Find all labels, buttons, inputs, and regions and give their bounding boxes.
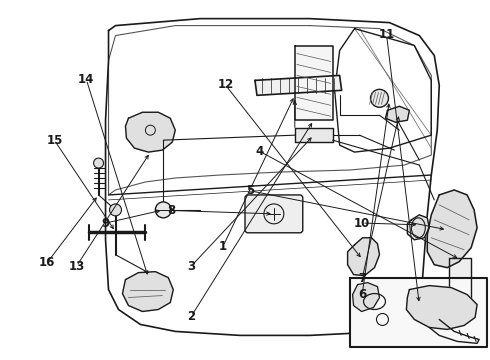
Polygon shape: [295, 45, 333, 120]
Polygon shape: [386, 106, 409, 122]
Text: 14: 14: [78, 73, 95, 86]
Text: 1: 1: [219, 240, 227, 253]
Text: 7: 7: [358, 272, 366, 285]
Text: 15: 15: [47, 134, 63, 147]
Text: 12: 12: [218, 78, 234, 91]
Polygon shape: [295, 128, 333, 142]
Circle shape: [94, 158, 103, 168]
Circle shape: [370, 89, 389, 107]
Circle shape: [155, 202, 172, 218]
Polygon shape: [407, 215, 429, 240]
Text: 8: 8: [168, 204, 176, 217]
Polygon shape: [125, 112, 175, 152]
Circle shape: [110, 204, 122, 216]
Text: 10: 10: [354, 216, 370, 230]
Polygon shape: [349, 278, 487, 347]
Text: 4: 4: [255, 145, 264, 158]
Text: 6: 6: [358, 288, 366, 301]
Polygon shape: [122, 272, 173, 311]
Text: 3: 3: [187, 260, 196, 273]
Polygon shape: [449, 258, 471, 318]
Text: 5: 5: [246, 184, 254, 197]
FancyBboxPatch shape: [245, 195, 303, 233]
Polygon shape: [353, 283, 379, 311]
Polygon shape: [406, 285, 477, 329]
Text: 9: 9: [102, 216, 110, 230]
Text: 16: 16: [39, 256, 55, 269]
Polygon shape: [427, 190, 477, 268]
Polygon shape: [255, 75, 342, 95]
Text: 2: 2: [187, 310, 196, 323]
Text: 13: 13: [69, 260, 85, 273]
Text: 11: 11: [378, 28, 394, 41]
Polygon shape: [347, 238, 379, 276]
